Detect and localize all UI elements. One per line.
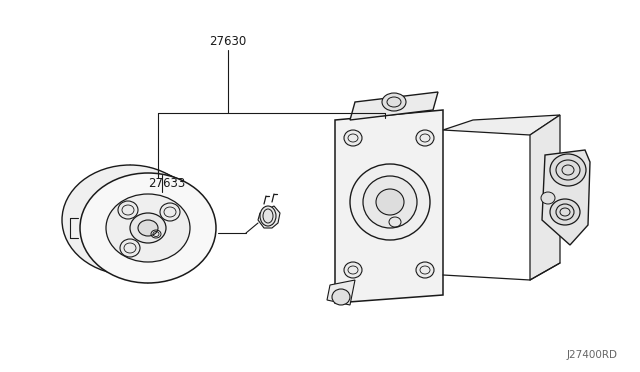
Ellipse shape <box>160 203 180 221</box>
Ellipse shape <box>416 262 434 278</box>
Ellipse shape <box>550 154 586 186</box>
Ellipse shape <box>416 130 434 146</box>
Ellipse shape <box>332 289 350 305</box>
Ellipse shape <box>62 165 198 275</box>
Polygon shape <box>350 92 438 120</box>
Ellipse shape <box>344 262 362 278</box>
Ellipse shape <box>382 93 406 111</box>
Text: 27633: 27633 <box>148 177 185 190</box>
Ellipse shape <box>138 220 158 236</box>
Ellipse shape <box>260 206 276 226</box>
Ellipse shape <box>120 239 140 257</box>
Ellipse shape <box>350 164 430 240</box>
Polygon shape <box>530 115 560 280</box>
Ellipse shape <box>130 213 166 243</box>
Ellipse shape <box>80 173 216 283</box>
Ellipse shape <box>344 130 362 146</box>
Ellipse shape <box>541 192 555 204</box>
Ellipse shape <box>363 176 417 228</box>
Ellipse shape <box>118 201 138 219</box>
Ellipse shape <box>106 194 190 262</box>
Text: 27630: 27630 <box>209 35 246 48</box>
Polygon shape <box>258 206 280 228</box>
Polygon shape <box>335 110 443 303</box>
Ellipse shape <box>550 199 580 225</box>
Text: J27400RD: J27400RD <box>567 350 618 360</box>
Ellipse shape <box>376 189 404 215</box>
Polygon shape <box>327 280 355 305</box>
Polygon shape <box>542 150 590 245</box>
Polygon shape <box>443 115 560 135</box>
